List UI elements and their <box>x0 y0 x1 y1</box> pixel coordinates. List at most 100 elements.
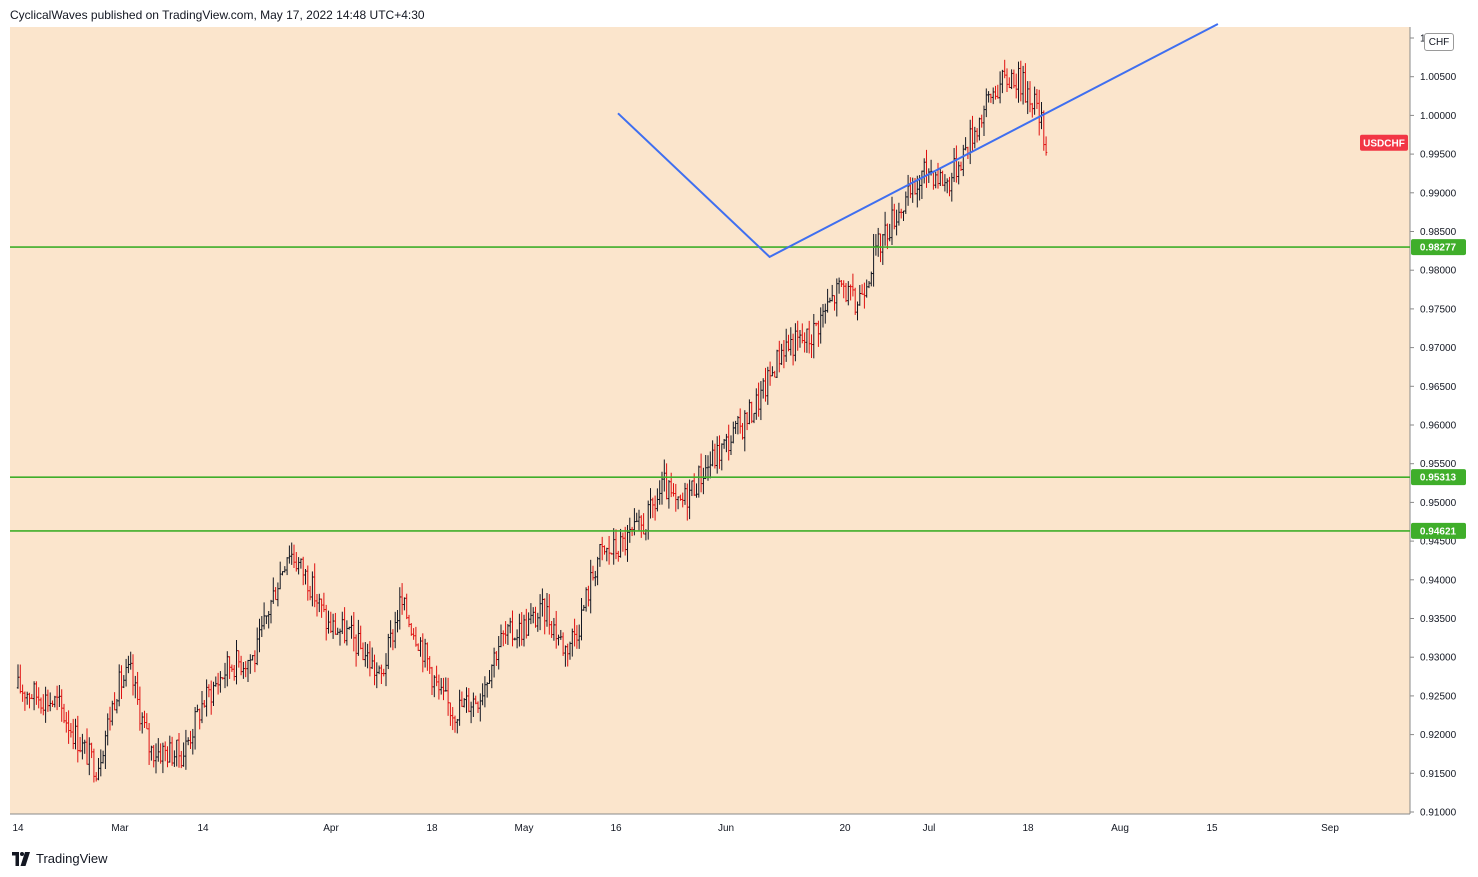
candle <box>934 171 937 189</box>
candle <box>571 628 574 657</box>
candle <box>465 687 468 713</box>
candle <box>980 114 983 128</box>
candle <box>242 662 245 679</box>
candle <box>85 728 89 765</box>
price-tags-group: 0.98277 0.95313 0.94621 USDCHF <box>1360 134 1466 539</box>
candle <box>419 637 422 657</box>
candle <box>831 284 834 302</box>
candle <box>449 702 452 726</box>
candle <box>674 483 677 512</box>
candle <box>495 651 498 666</box>
candle <box>442 677 445 701</box>
candle <box>99 749 102 777</box>
candle <box>472 692 475 717</box>
currency-badge[interactable]: CHF <box>1424 33 1454 51</box>
candle <box>782 340 786 369</box>
time-axis-label: 14 <box>12 823 24 834</box>
candle <box>559 629 562 640</box>
candle <box>775 349 779 379</box>
candle <box>458 689 461 726</box>
candle <box>780 343 783 365</box>
plot-area[interactable] <box>10 27 1410 814</box>
candle <box>826 288 829 313</box>
candle <box>256 627 259 666</box>
candle <box>187 737 190 746</box>
candle <box>865 279 868 298</box>
candle <box>957 161 960 185</box>
candle <box>159 743 162 764</box>
candle <box>283 566 286 573</box>
candle <box>180 750 183 769</box>
candle <box>446 677 450 716</box>
candle <box>134 675 137 699</box>
candle <box>290 542 293 565</box>
candle <box>987 91 990 103</box>
candle <box>352 612 355 652</box>
candle <box>366 643 369 669</box>
candle <box>288 545 291 564</box>
candle <box>357 619 360 656</box>
candle <box>361 642 365 661</box>
candle <box>573 618 576 647</box>
candle <box>635 512 638 523</box>
candle <box>791 333 795 366</box>
candle <box>1035 89 1039 109</box>
candle <box>948 176 951 197</box>
candle <box>541 588 544 617</box>
price-axis[interactable] <box>1410 27 1468 814</box>
candle <box>69 723 73 738</box>
candle <box>235 639 238 685</box>
candle <box>858 284 861 306</box>
footer-brand[interactable]: TradingView <box>10 851 108 866</box>
candle <box>398 587 401 630</box>
candle <box>345 620 349 646</box>
candle <box>552 617 556 641</box>
price-axis-label: 0.98500 <box>1420 227 1457 238</box>
candle <box>414 626 418 647</box>
candle <box>550 620 553 638</box>
candle <box>350 615 353 639</box>
candle <box>743 410 746 452</box>
candle <box>348 626 351 630</box>
candle <box>426 642 429 671</box>
candle <box>941 170 944 187</box>
candle <box>115 698 119 714</box>
candle <box>120 665 123 700</box>
candle <box>497 636 500 670</box>
candle <box>200 691 204 724</box>
candle <box>207 684 211 698</box>
candle <box>101 750 105 764</box>
candle <box>998 71 1002 104</box>
candle <box>621 532 625 552</box>
candle <box>37 687 40 709</box>
candle <box>1042 110 1045 151</box>
candle <box>145 713 148 730</box>
price-axis-ticks: 1 1.00500 1.00000 0.99500 0.99000 0.98500 0.98… <box>1410 34 1457 819</box>
candle <box>428 656 431 674</box>
candle <box>511 610 514 647</box>
candle <box>410 623 413 636</box>
candle <box>713 443 717 469</box>
candle <box>778 340 781 373</box>
candle <box>1001 69 1004 94</box>
candle <box>975 128 979 143</box>
candle <box>437 674 441 700</box>
price-axis-label: 0.93500 <box>1420 614 1457 625</box>
candle <box>741 423 744 440</box>
candle <box>67 710 70 744</box>
candle <box>391 629 395 651</box>
candle <box>233 665 236 681</box>
candle <box>329 611 332 634</box>
candle <box>265 615 268 625</box>
candle <box>164 741 167 762</box>
candle <box>745 412 749 431</box>
time-axis-label: 15 <box>1206 823 1218 834</box>
candle <box>304 569 307 585</box>
candle <box>725 433 728 453</box>
candle <box>787 334 790 352</box>
candle <box>601 536 604 561</box>
level-price-tag <box>1411 469 1466 486</box>
candle <box>403 597 406 611</box>
time-axis[interactable] <box>10 814 1410 842</box>
